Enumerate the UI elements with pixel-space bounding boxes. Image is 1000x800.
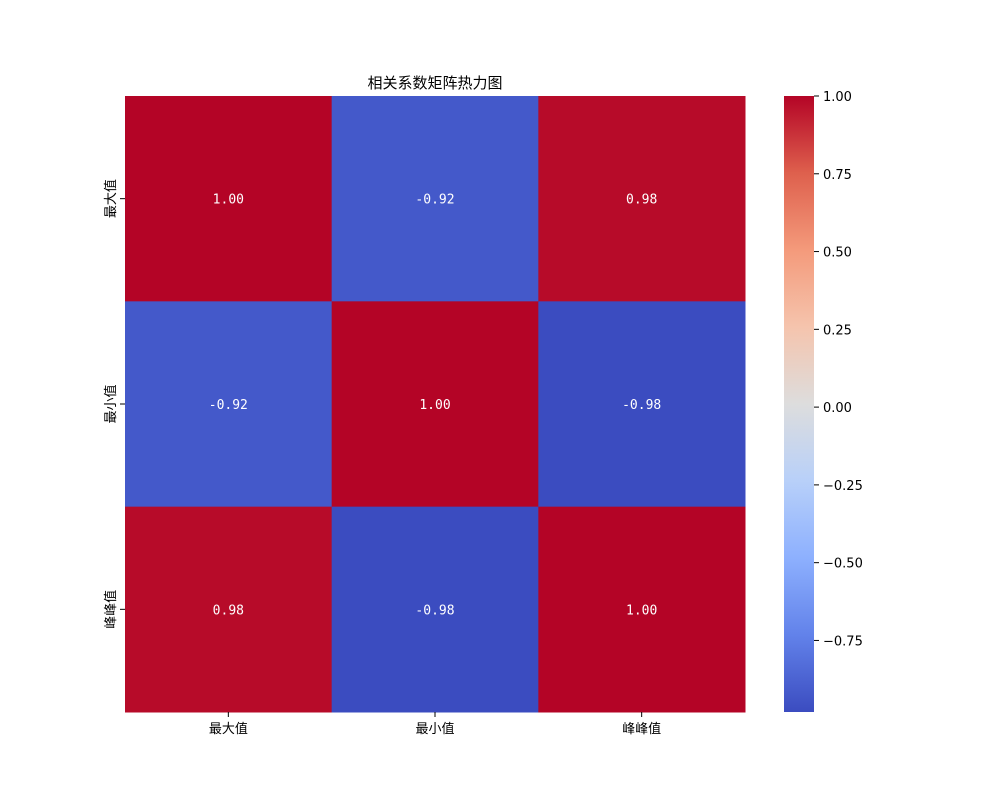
cell-value-label: -0.98 bbox=[622, 398, 661, 413]
heatmap-cell bbox=[125, 301, 333, 508]
cell-value-label: 0.98 bbox=[213, 603, 244, 618]
x-axis-ticks: 最大值 最小值 峰峰值 bbox=[209, 712, 661, 737]
cell-value-label: 0.98 bbox=[626, 193, 657, 208]
colorbar-tick-label: 0.75 bbox=[823, 168, 852, 183]
chart-title: 相关系数矩阵热力图 bbox=[367, 74, 502, 92]
heatmap-cell-labels: 1.00 -0.92 0.98 -0.92 1.00 -0.98 0.98 -0.98 1.00 bbox=[209, 193, 661, 619]
heatmap-cell bbox=[331, 301, 539, 508]
y-tick-label: 最大值 bbox=[103, 179, 119, 218]
colorbar-tick-label: 0.00 bbox=[823, 401, 852, 416]
colorbar-tick-label: −0.25 bbox=[823, 479, 863, 494]
x-tick-label: 最小值 bbox=[415, 721, 454, 737]
heatmap-cell bbox=[125, 96, 333, 302]
cell-value-label: 1.00 bbox=[419, 398, 450, 413]
cell-value-label: 1.00 bbox=[213, 193, 244, 208]
colorbar-tick-label: 0.50 bbox=[823, 246, 852, 261]
heatmap-cell bbox=[331, 96, 539, 302]
y-tick-label: 最小值 bbox=[103, 384, 119, 423]
colorbar-tick-label: 0.25 bbox=[823, 323, 852, 338]
heatmap-cell bbox=[331, 506, 539, 713]
x-tick-label: 最大值 bbox=[209, 721, 248, 737]
heatmap-cell bbox=[538, 301, 746, 508]
cell-value-label: -0.98 bbox=[415, 603, 454, 618]
y-tick-label: 峰峰值 bbox=[103, 590, 119, 629]
heatmap-cells bbox=[125, 96, 746, 713]
colorbar-ticks: 1.00 0.75 0.50 0.25 0.00 −0.25 −0.50 −0.75 bbox=[814, 90, 863, 649]
x-tick-label: 峰峰值 bbox=[622, 721, 661, 737]
colorbar-tick-label: −0.50 bbox=[823, 557, 863, 572]
colorbar bbox=[784, 96, 814, 712]
colorbar-tick-label: 1.00 bbox=[823, 90, 852, 105]
cell-value-label: 1.00 bbox=[626, 603, 657, 618]
heatmap-cell bbox=[538, 506, 746, 713]
cell-value-label: -0.92 bbox=[209, 398, 248, 413]
cell-value-label: -0.92 bbox=[415, 193, 454, 208]
heatmap-cell bbox=[538, 96, 746, 302]
heatmap-cell bbox=[125, 506, 333, 713]
colorbar-tick-label: −0.75 bbox=[823, 634, 863, 649]
